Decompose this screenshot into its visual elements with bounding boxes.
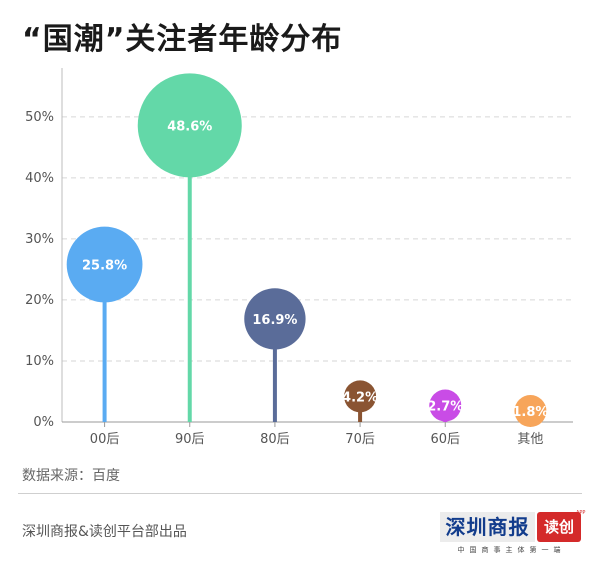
data-label: 25.8% bbox=[82, 259, 127, 274]
data-source: 数据来源：百度 bbox=[22, 468, 120, 484]
data-label: 48.6% bbox=[167, 119, 212, 134]
logo-main-text: 深圳商报 bbox=[440, 512, 535, 542]
bubble-3 bbox=[344, 380, 377, 413]
brand-logo: 深圳商报 读创 APP 中国商事主体第一端 bbox=[440, 510, 588, 556]
y-tick-label: 50% bbox=[25, 110, 54, 125]
bubble-1 bbox=[137, 73, 242, 178]
bubble-2 bbox=[244, 288, 306, 350]
bubble-0 bbox=[66, 226, 143, 303]
data-label: 2.7% bbox=[427, 400, 463, 415]
chart-title: “国潮”关注者年龄分布 bbox=[22, 22, 343, 57]
divider bbox=[18, 493, 582, 494]
x-tick-label: 90后 bbox=[175, 432, 205, 447]
x-tick-label: 80后 bbox=[260, 432, 290, 447]
y-tick-label: 20% bbox=[25, 293, 54, 308]
axis-layer: 0% 10% 20% 30% 40% 50% 00后 90后 80后 70后 60后 其他 bbox=[25, 68, 573, 447]
y-tick-label: 40% bbox=[25, 171, 54, 186]
data-label: 4.2% bbox=[342, 390, 378, 405]
bubble-chart: 0% 10% 20% 30% 40% 50% 00后 90后 80后 70后 60后 其他 25.8%… bbox=[25, 68, 573, 447]
x-tick-label: 70后 bbox=[345, 432, 375, 447]
bubble-layer: 25.8% 48.6% 16.9% 4.2% 2.7% 1.8% bbox=[66, 73, 548, 428]
logo-subtitle: 中国商事主体第一端 bbox=[457, 546, 566, 554]
footer-credit: 深圳商报&读创平台部出品 bbox=[22, 524, 187, 540]
y-tick-label: 30% bbox=[25, 232, 54, 247]
y-tick-label: 10% bbox=[25, 354, 54, 369]
data-label: 1.8% bbox=[512, 405, 548, 420]
x-tick-label: 60后 bbox=[430, 432, 460, 447]
x-tick-label: 其他 bbox=[517, 432, 543, 447]
logo-app-text: APP bbox=[576, 510, 586, 516]
bubble-4 bbox=[429, 389, 462, 422]
data-label: 16.9% bbox=[252, 313, 297, 328]
logo-red-badge: 读创 bbox=[537, 512, 581, 542]
y-tick-label: 0% bbox=[33, 415, 54, 430]
bubble-5 bbox=[514, 395, 547, 428]
x-tick-label: 00后 bbox=[90, 432, 120, 447]
grid-layer bbox=[62, 116, 573, 362]
